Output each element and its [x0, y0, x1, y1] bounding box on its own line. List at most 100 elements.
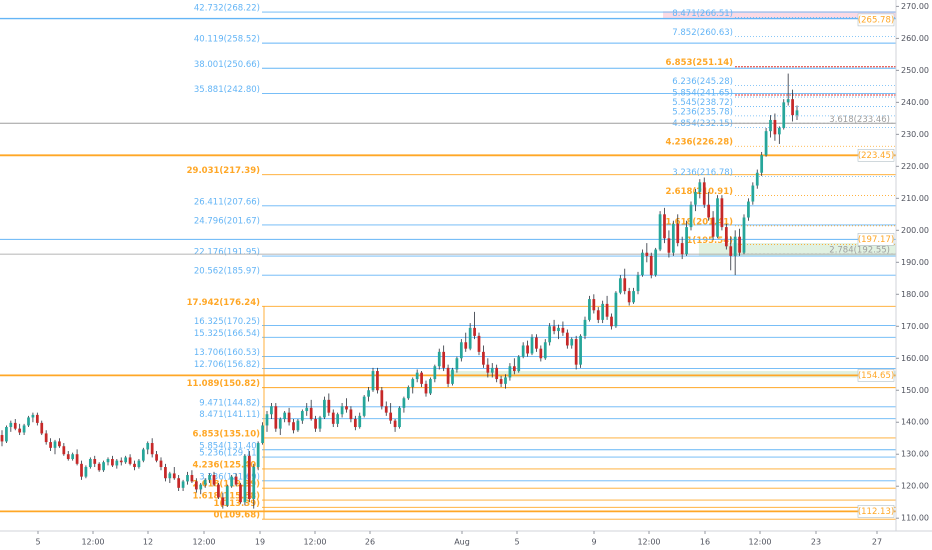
candle-body: [641, 252, 644, 276]
candle-body: [186, 475, 189, 482]
fib-level-label-right: 4.854(232.15): [672, 119, 733, 129]
candle-body: [340, 406, 344, 415]
callout-box: [857, 13, 895, 27]
candle-body: [610, 316, 613, 327]
candle-body: [22, 425, 26, 433]
fib-level-label: 13.706(160.53): [194, 348, 260, 358]
candle-body: [733, 236, 737, 256]
candle-body: [570, 339, 574, 346]
candle-body: [720, 198, 724, 228]
candle-body: [314, 419, 317, 429]
candle-body: [230, 476, 234, 487]
callout-label: (265.78): [858, 15, 894, 25]
candle-body: [548, 326, 552, 343]
candle-body: [738, 236, 741, 253]
candle-body: [80, 463, 83, 477]
candle-body: [539, 348, 543, 359]
y-tick-label: 200.00: [901, 226, 929, 235]
candle-body: [663, 214, 666, 239]
candle-body: [208, 475, 211, 480]
candle-body: [402, 398, 406, 408]
x-tick-label: 27: [872, 538, 882, 547]
x-tick-label: 23: [811, 538, 821, 547]
candle-body: [141, 449, 145, 461]
candle-body: [31, 414, 35, 418]
fib-level-label-right: 5.236(235.78): [672, 107, 733, 117]
candle-body: [716, 198, 719, 237]
candle-body: [420, 372, 423, 384]
y-tick-label: 120.00: [901, 482, 929, 491]
candle-body: [239, 484, 242, 503]
candle-body: [795, 110, 799, 116]
fib-level-label: 9.471(144.82): [199, 398, 260, 408]
x-tick-label: 19: [255, 538, 265, 547]
candle-body: [411, 379, 415, 388]
candle-body: [217, 484, 220, 498]
candle-body: [433, 366, 437, 380]
candle-body: [415, 372, 419, 380]
fib-level-label-right: 1.618(201.41): [666, 217, 734, 227]
candle-body: [261, 425, 264, 444]
candle-body: [632, 291, 635, 303]
candle-body: [636, 275, 640, 292]
fib-level-label-right: 1(195.54): [687, 236, 734, 246]
candle-body: [49, 442, 52, 448]
callout-label: (197.17): [858, 235, 894, 245]
fib-level-label-right: 6.853(251.14): [666, 58, 734, 68]
y-tick-label: 230.00: [901, 130, 929, 139]
fib-level-label: 3.236(121.69): [199, 472, 260, 482]
y-tick-label: 270.00: [901, 2, 929, 11]
candle-body: [327, 399, 331, 413]
x-tick-label: Aug: [454, 538, 470, 547]
candle-body: [517, 356, 521, 372]
callout-box: [857, 233, 895, 246]
candle-body: [588, 299, 591, 320]
candle-body: [115, 460, 119, 466]
candle-body: [557, 327, 560, 332]
candle-body: [212, 475, 216, 485]
candle-body: [468, 327, 472, 349]
fib-level-label: 11.089(150.82): [187, 379, 260, 389]
candle-body: [194, 481, 198, 490]
candle-body: [658, 214, 662, 250]
candle-body: [164, 467, 167, 479]
candle-body: [128, 457, 132, 464]
candle-body: [278, 419, 282, 429]
candle-body: [755, 172, 759, 186]
fib-level-label: 15.325(166.54): [194, 329, 260, 339]
candle-body: [451, 369, 454, 384]
candle-body: [190, 475, 194, 482]
price-zone: [663, 11, 896, 20]
fib-level-label: 42.732(268.22): [194, 4, 260, 14]
candle-body: [623, 278, 627, 292]
candle-body: [102, 462, 105, 471]
candle-body: [146, 443, 150, 450]
candle-body: [18, 428, 22, 433]
candle-body: [473, 327, 476, 336]
y-tick-label: 240.00: [901, 98, 929, 107]
candle-body: [243, 455, 247, 503]
candle-body: [119, 460, 123, 463]
candle-body: [671, 223, 675, 253]
candle-body: [376, 371, 379, 391]
y-tick-label: 150.00: [901, 386, 929, 395]
candle-body: [199, 484, 203, 490]
fib-level-label-right: 3.618(233.46): [829, 115, 890, 125]
candle-body: [526, 345, 529, 354]
candle-body: [53, 441, 57, 448]
candle-body: [234, 476, 238, 485]
fib-level-label: 2.618(119.39): [193, 480, 261, 490]
fib-level-label: 5.236(129.11): [199, 449, 260, 459]
fib-level-label-right: 3.236(216.78): [672, 168, 733, 178]
candle-body: [689, 204, 693, 228]
y-tick-label: 130.00: [901, 450, 929, 459]
candle-body: [499, 379, 503, 384]
candle-body: [66, 454, 70, 460]
candle-body: [367, 390, 370, 397]
candle-body: [398, 407, 401, 428]
x-tick-label: 5: [35, 538, 40, 547]
candle-body: [760, 155, 764, 173]
candle-body: [486, 364, 490, 373]
candle-body: [579, 335, 582, 365]
